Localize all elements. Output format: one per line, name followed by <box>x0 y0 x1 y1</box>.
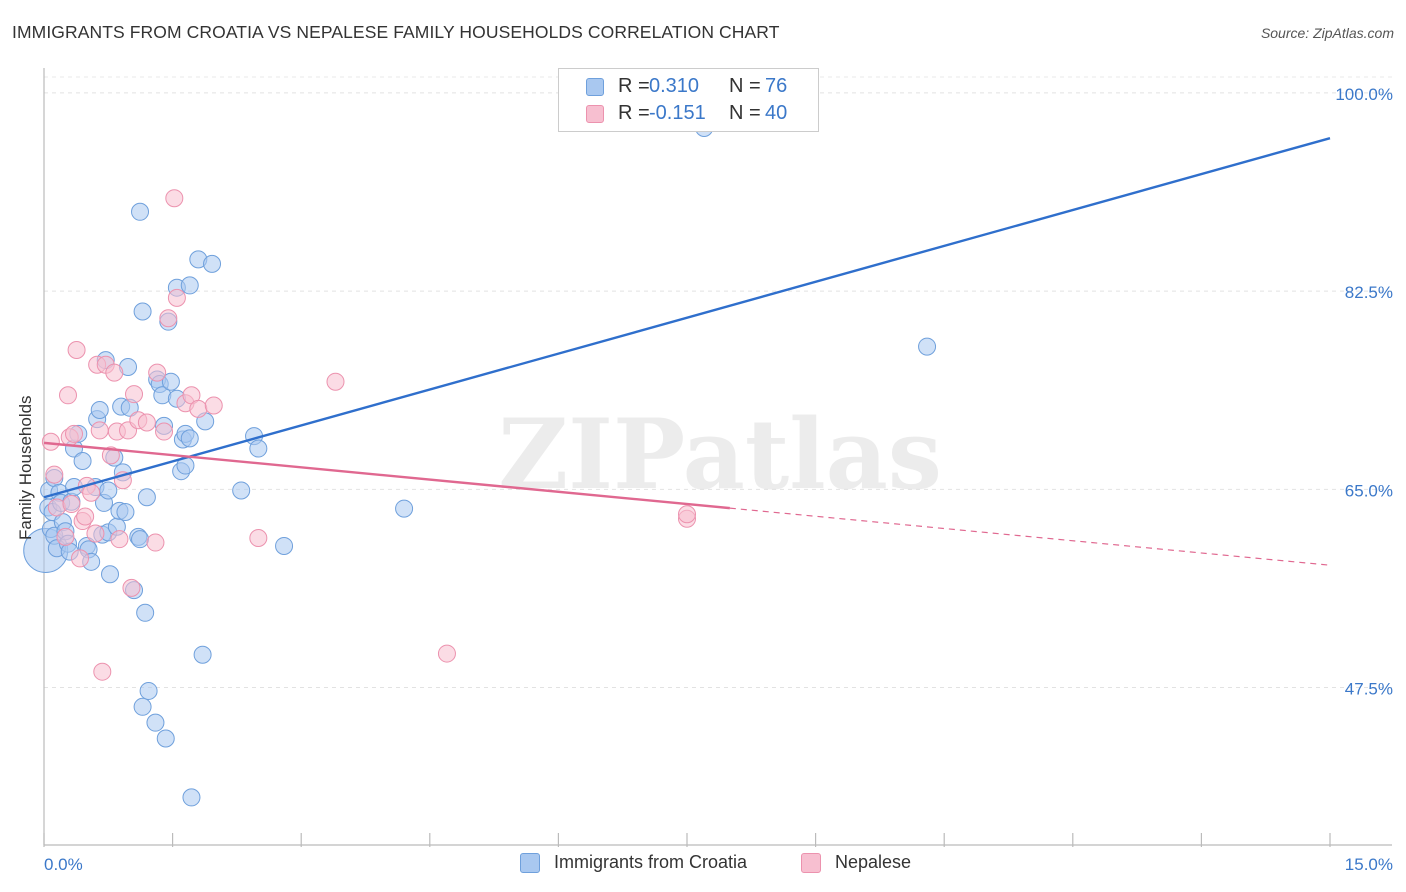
y-tick-label: 100.0% <box>1335 85 1393 104</box>
series-nepalese-points <box>41 189 696 681</box>
data-point <box>155 422 174 441</box>
data-point <box>193 645 212 664</box>
data-point <box>167 288 186 307</box>
data-point <box>395 499 414 518</box>
series-legend: Immigrants from Croatia Nepalese <box>0 852 1406 876</box>
data-point <box>116 502 135 521</box>
data-point <box>90 401 109 420</box>
data-point <box>110 530 129 549</box>
data-point <box>918 337 937 356</box>
data-point <box>156 729 175 748</box>
data-point <box>45 465 64 484</box>
data-point <box>101 565 120 584</box>
data-point <box>232 481 251 500</box>
n-value-nepalese: 40 <box>765 102 788 124</box>
data-point <box>90 421 109 440</box>
data-point <box>249 439 268 458</box>
trend-line-nepalese <box>43 441 730 510</box>
legend-label-croatia: Immigrants from Croatia <box>554 852 748 872</box>
r-label: R = <box>618 102 650 124</box>
data-point <box>182 788 201 807</box>
data-point <box>159 309 178 328</box>
data-point <box>161 372 180 391</box>
gridlines <box>44 76 1392 689</box>
stats-row-nepalese: R = -0.151 N = 40 <box>559 101 818 127</box>
data-point <box>122 578 141 597</box>
data-point <box>73 452 92 470</box>
data-point <box>136 603 155 622</box>
data-point <box>148 363 167 382</box>
data-point <box>86 524 105 543</box>
legend-label-nepalese: Nepalese <box>835 852 912 872</box>
data-point <box>99 481 118 500</box>
data-point <box>165 189 184 208</box>
r-label: R = <box>618 75 650 97</box>
r-value-nepalese: -0.151 <box>649 102 706 124</box>
data-point <box>249 529 268 548</box>
data-point <box>125 385 144 404</box>
data-point <box>189 399 208 418</box>
source-label: Source: ZipAtlas.com <box>1260 25 1394 41</box>
data-point <box>131 530 150 549</box>
y-tick-label: 47.5% <box>1345 680 1393 699</box>
data-point <box>101 446 120 465</box>
data-point <box>678 505 696 524</box>
data-point <box>146 533 165 552</box>
data-point <box>41 432 60 451</box>
trend-line-croatia <box>43 137 1331 499</box>
data-point <box>59 386 78 405</box>
x-tick-label: 15.0% <box>1345 855 1393 874</box>
data-point <box>93 662 112 681</box>
data-point <box>137 413 156 432</box>
data-point <box>146 713 165 732</box>
data-point <box>71 549 90 568</box>
croatia-legend-swatch <box>520 853 540 873</box>
data-point <box>76 507 95 526</box>
y-tick-label: 82.5% <box>1345 283 1393 302</box>
data-point <box>204 396 223 415</box>
data-point <box>275 536 294 555</box>
data-point <box>131 202 150 221</box>
n-label: N = <box>729 102 761 124</box>
trend-line-nepalese-extrapolated <box>729 507 1331 566</box>
stats-legend: R = 0.310 N = 76 R = -0.151 N = 40 <box>558 68 819 132</box>
croatia-swatch <box>586 78 604 96</box>
data-point <box>326 372 345 391</box>
data-point <box>137 488 156 507</box>
chart-title: IMMIGRANTS FROM CROATIA VS NEPALESE FAMI… <box>12 22 780 42</box>
data-point <box>203 254 222 273</box>
nepalese-swatch <box>586 105 604 123</box>
stats-row-croatia: R = 0.310 N = 76 <box>559 74 818 100</box>
data-point <box>180 276 199 295</box>
axes <box>43 68 1392 847</box>
data-point <box>62 495 81 514</box>
watermark: ZIPatlas <box>498 398 942 511</box>
data-point <box>65 424 84 443</box>
data-point <box>67 340 86 359</box>
x-tick-label: 0.0% <box>44 855 83 874</box>
y-axis-label: Family Households <box>16 395 35 540</box>
data-point <box>139 681 158 700</box>
data-point <box>56 527 75 546</box>
y-tick-label: 65.0% <box>1345 481 1393 500</box>
data-point <box>437 644 456 663</box>
r-value-croatia: 0.310 <box>649 75 700 97</box>
n-value-croatia: 76 <box>765 75 788 97</box>
nepalese-legend-swatch <box>801 853 821 873</box>
data-point <box>180 429 199 448</box>
data-point <box>133 302 152 321</box>
data-point <box>133 697 152 716</box>
data-point <box>105 363 124 382</box>
n-label: N = <box>729 75 761 97</box>
